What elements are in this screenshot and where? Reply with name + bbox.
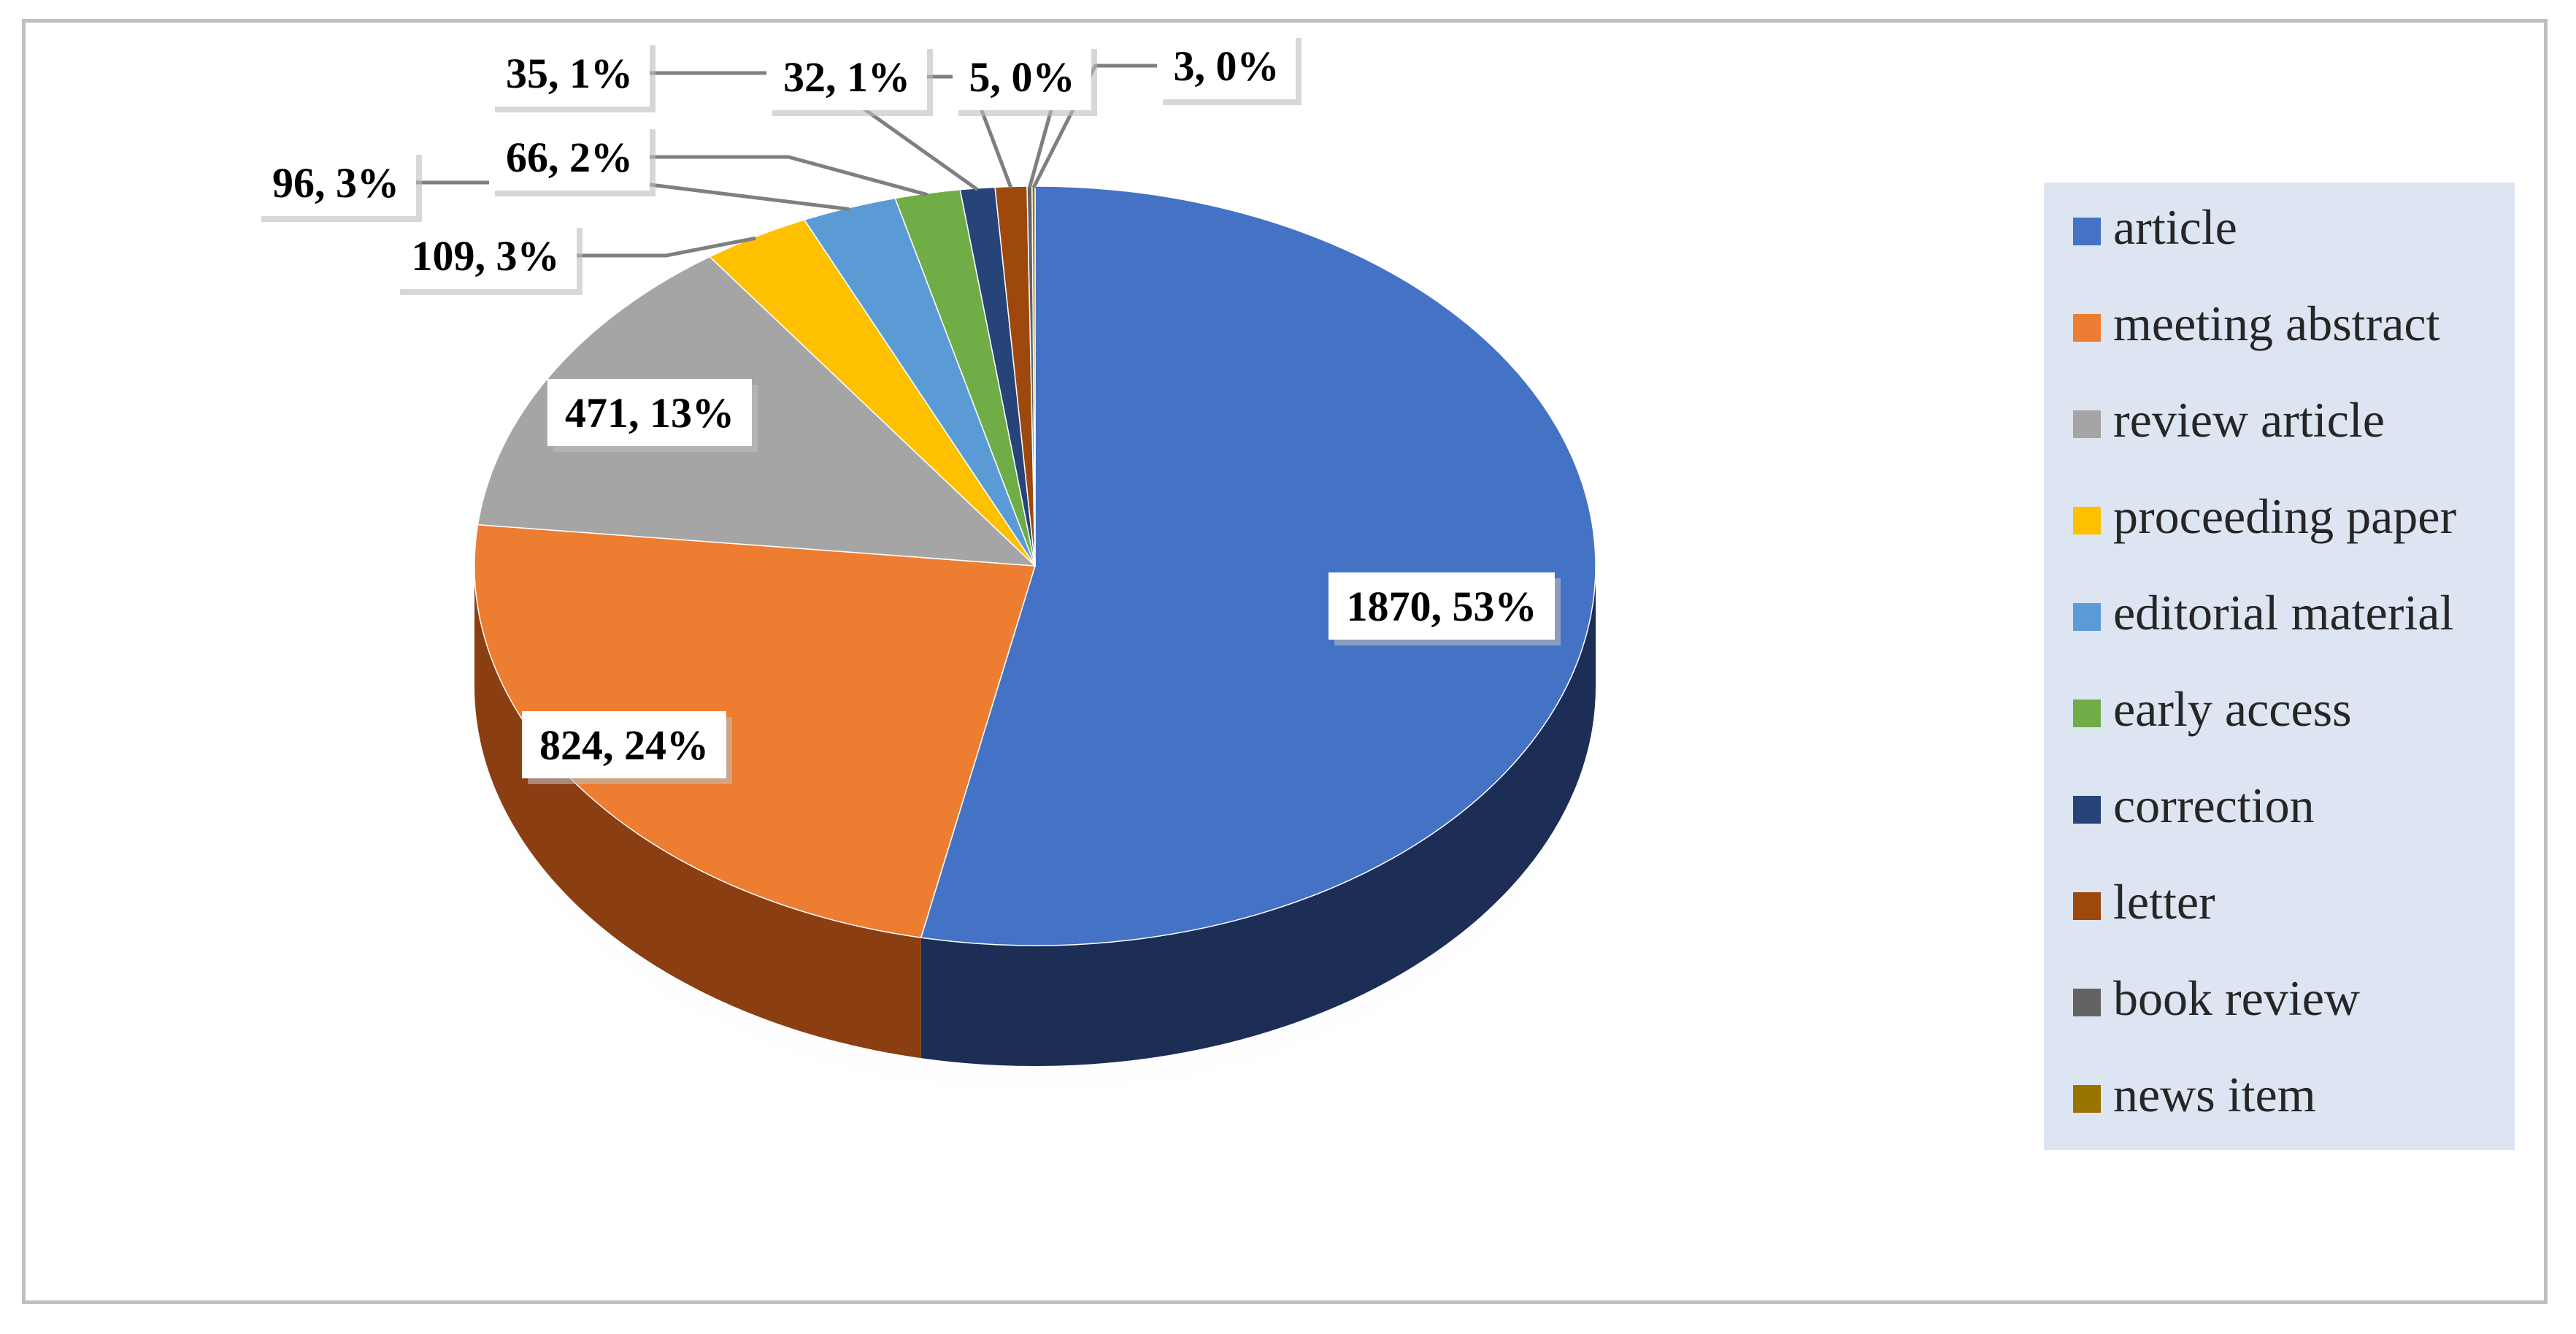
leader-line-proceeding-paper — [577, 236, 756, 258]
legend-box — [2044, 183, 2515, 1150]
legend-item-editorial-material: editorial material — [2073, 585, 2453, 640]
data-label-text: 109, 3% — [412, 232, 560, 280]
legend-swatch — [2073, 603, 2101, 631]
data-label-box — [1157, 32, 1296, 99]
data-label-text: 5, 0% — [969, 53, 1075, 101]
data-label-editorial-material: 96, 3% — [255, 149, 422, 222]
data-label-proceeding-paper: 109, 3% — [394, 222, 583, 295]
data-label-text: 32, 1% — [783, 53, 910, 101]
data-labels: 1870, 53% 824, 24% 471, 13% 109, 3% 96, 3% 66… — [255, 32, 1561, 784]
legend-item-correction: correction — [2073, 778, 2315, 833]
legend-swatch — [2073, 989, 2101, 1016]
data-label-meeting-abstract: 824, 24% — [522, 711, 732, 784]
legend-swatch — [2073, 218, 2101, 245]
legend-label: editorial material — [2113, 585, 2453, 640]
legend-item-review-article: review article — [2073, 392, 2385, 448]
data-label-correction: 35, 1% — [489, 39, 655, 112]
slice-article — [920, 185, 1596, 946]
data-label-text: 1870, 53% — [1347, 583, 1537, 630]
legend: article meeting abstract review article pro… — [2044, 183, 2515, 1150]
data-label-early-access: 66, 2% — [489, 123, 655, 196]
legend-label: review article — [2113, 392, 2385, 448]
pie-slices — [474, 185, 1596, 946]
data-label-text: 471, 13% — [565, 389, 734, 437]
data-label-box — [489, 39, 650, 107]
legend-swatch — [2073, 507, 2101, 534]
legend-swatch — [2073, 314, 2101, 342]
slice-side-article — [920, 566, 1596, 1066]
data-label-text: 3, 0% — [1174, 42, 1280, 90]
data-label-letter: 32, 1% — [766, 43, 933, 116]
data-label-review-article: 471, 13% — [547, 379, 758, 452]
legend-item-book-review: book review — [2073, 970, 2360, 1026]
data-label-box — [953, 43, 1091, 110]
legend-item-letter: letter — [2073, 874, 2215, 929]
legend-swatch — [2073, 699, 2101, 727]
legend-swatch — [2073, 410, 2101, 438]
data-label-box — [394, 222, 577, 289]
legend-label: early access — [2113, 681, 2352, 737]
data-label-box — [489, 123, 650, 191]
legend-item-news-item: news item — [2073, 1067, 2316, 1122]
legend-swatch — [2073, 892, 2101, 920]
legend-item-early-access: early access — [2073, 681, 2352, 737]
legend-label: article — [2113, 199, 2237, 255]
data-label-text: 824, 24% — [539, 721, 709, 769]
legend-label: letter — [2113, 874, 2215, 929]
slice-meeting-abstract — [474, 524, 1036, 938]
data-label-box — [766, 43, 927, 110]
data-label-box — [547, 379, 752, 446]
data-label-box — [255, 149, 416, 216]
slice-side-meeting-abstract — [474, 566, 921, 1059]
legend-label: news item — [2113, 1067, 2316, 1122]
leader-line-early-access — [650, 155, 928, 197]
data-label-box — [1329, 572, 1555, 640]
data-label-text: 35, 1% — [506, 50, 633, 97]
data-label-box — [522, 711, 726, 778]
legend-item-article: article — [2073, 199, 2237, 255]
pie-sides — [474, 566, 1596, 1066]
legend-item-meeting-abstract: meeting abstract — [2073, 296, 2440, 351]
legend-swatch — [2073, 796, 2101, 824]
legend-swatch — [2073, 1085, 2101, 1113]
data-label-book-review: 5, 0% — [953, 43, 1097, 116]
legend-label: proceeding paper — [2113, 488, 2456, 544]
legend-label: meeting abstract — [2113, 296, 2440, 351]
legend-label: book review — [2113, 970, 2360, 1026]
legend-label: correction — [2113, 778, 2315, 833]
data-label-text: 96, 3% — [272, 159, 399, 207]
data-label-text: 66, 2% — [506, 134, 633, 181]
data-label-news-item: 3, 0% — [1157, 32, 1302, 105]
legend-item-proceeding-paper: proceeding paper — [2073, 488, 2456, 544]
data-label-article: 1870, 53% — [1329, 572, 1561, 645]
